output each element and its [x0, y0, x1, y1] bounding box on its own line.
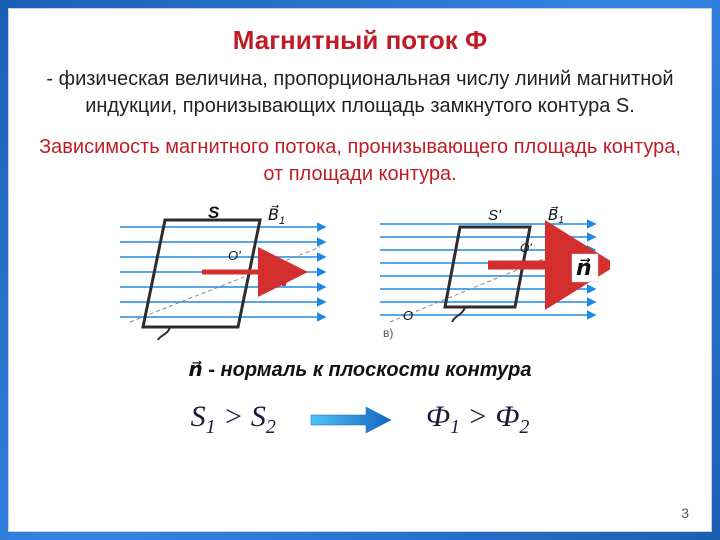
implication-arrow-icon: [306, 403, 396, 437]
svg-text:n⃗: n⃗: [273, 266, 289, 291]
svg-text:S': S': [488, 207, 502, 224]
diagram-left-svg: S B⃗1 O' n⃗: [110, 202, 340, 342]
svg-text:O': O': [228, 248, 241, 263]
formula-phi: Ф1 > Ф2: [426, 400, 530, 439]
subtitle-text: Зависимость магнитного потока, пронизыва…: [33, 134, 687, 188]
svg-text:O: O: [403, 308, 413, 323]
svg-text:O': O': [520, 241, 532, 255]
diagram-right: S' B⃗1 O' O n⃗ в): [370, 202, 610, 347]
slide: Магнитный поток Ф - физическая величина,…: [8, 8, 712, 532]
diagram-row: S B⃗1 O' n⃗: [33, 202, 687, 347]
svg-text:в): в): [383, 326, 393, 340]
page-number: 3: [681, 505, 689, 521]
formula-s: S1 > S2: [191, 400, 276, 439]
slide-title: Магнитный поток Ф: [93, 25, 627, 56]
normal-caption: n⃗ - нормаль к плоскости контура: [33, 357, 687, 382]
caption-text: - нормаль к плоскости контура: [203, 359, 532, 381]
diagram-left: S B⃗1 O' n⃗: [110, 202, 340, 347]
svg-text:B⃗1: B⃗1: [268, 204, 285, 227]
diagram-right-svg: S' B⃗1 O' O n⃗ в): [370, 202, 610, 342]
svg-text:n⃗: n⃗: [576, 255, 592, 280]
svg-text:S: S: [208, 203, 220, 222]
svg-text:B⃗1: B⃗1: [548, 205, 564, 226]
definition-text: - физическая величина, пропорциональная …: [33, 66, 687, 120]
formula-row: S1 > S2 Ф1 > Ф2: [33, 400, 687, 439]
caption-vec: n⃗: [189, 359, 203, 381]
